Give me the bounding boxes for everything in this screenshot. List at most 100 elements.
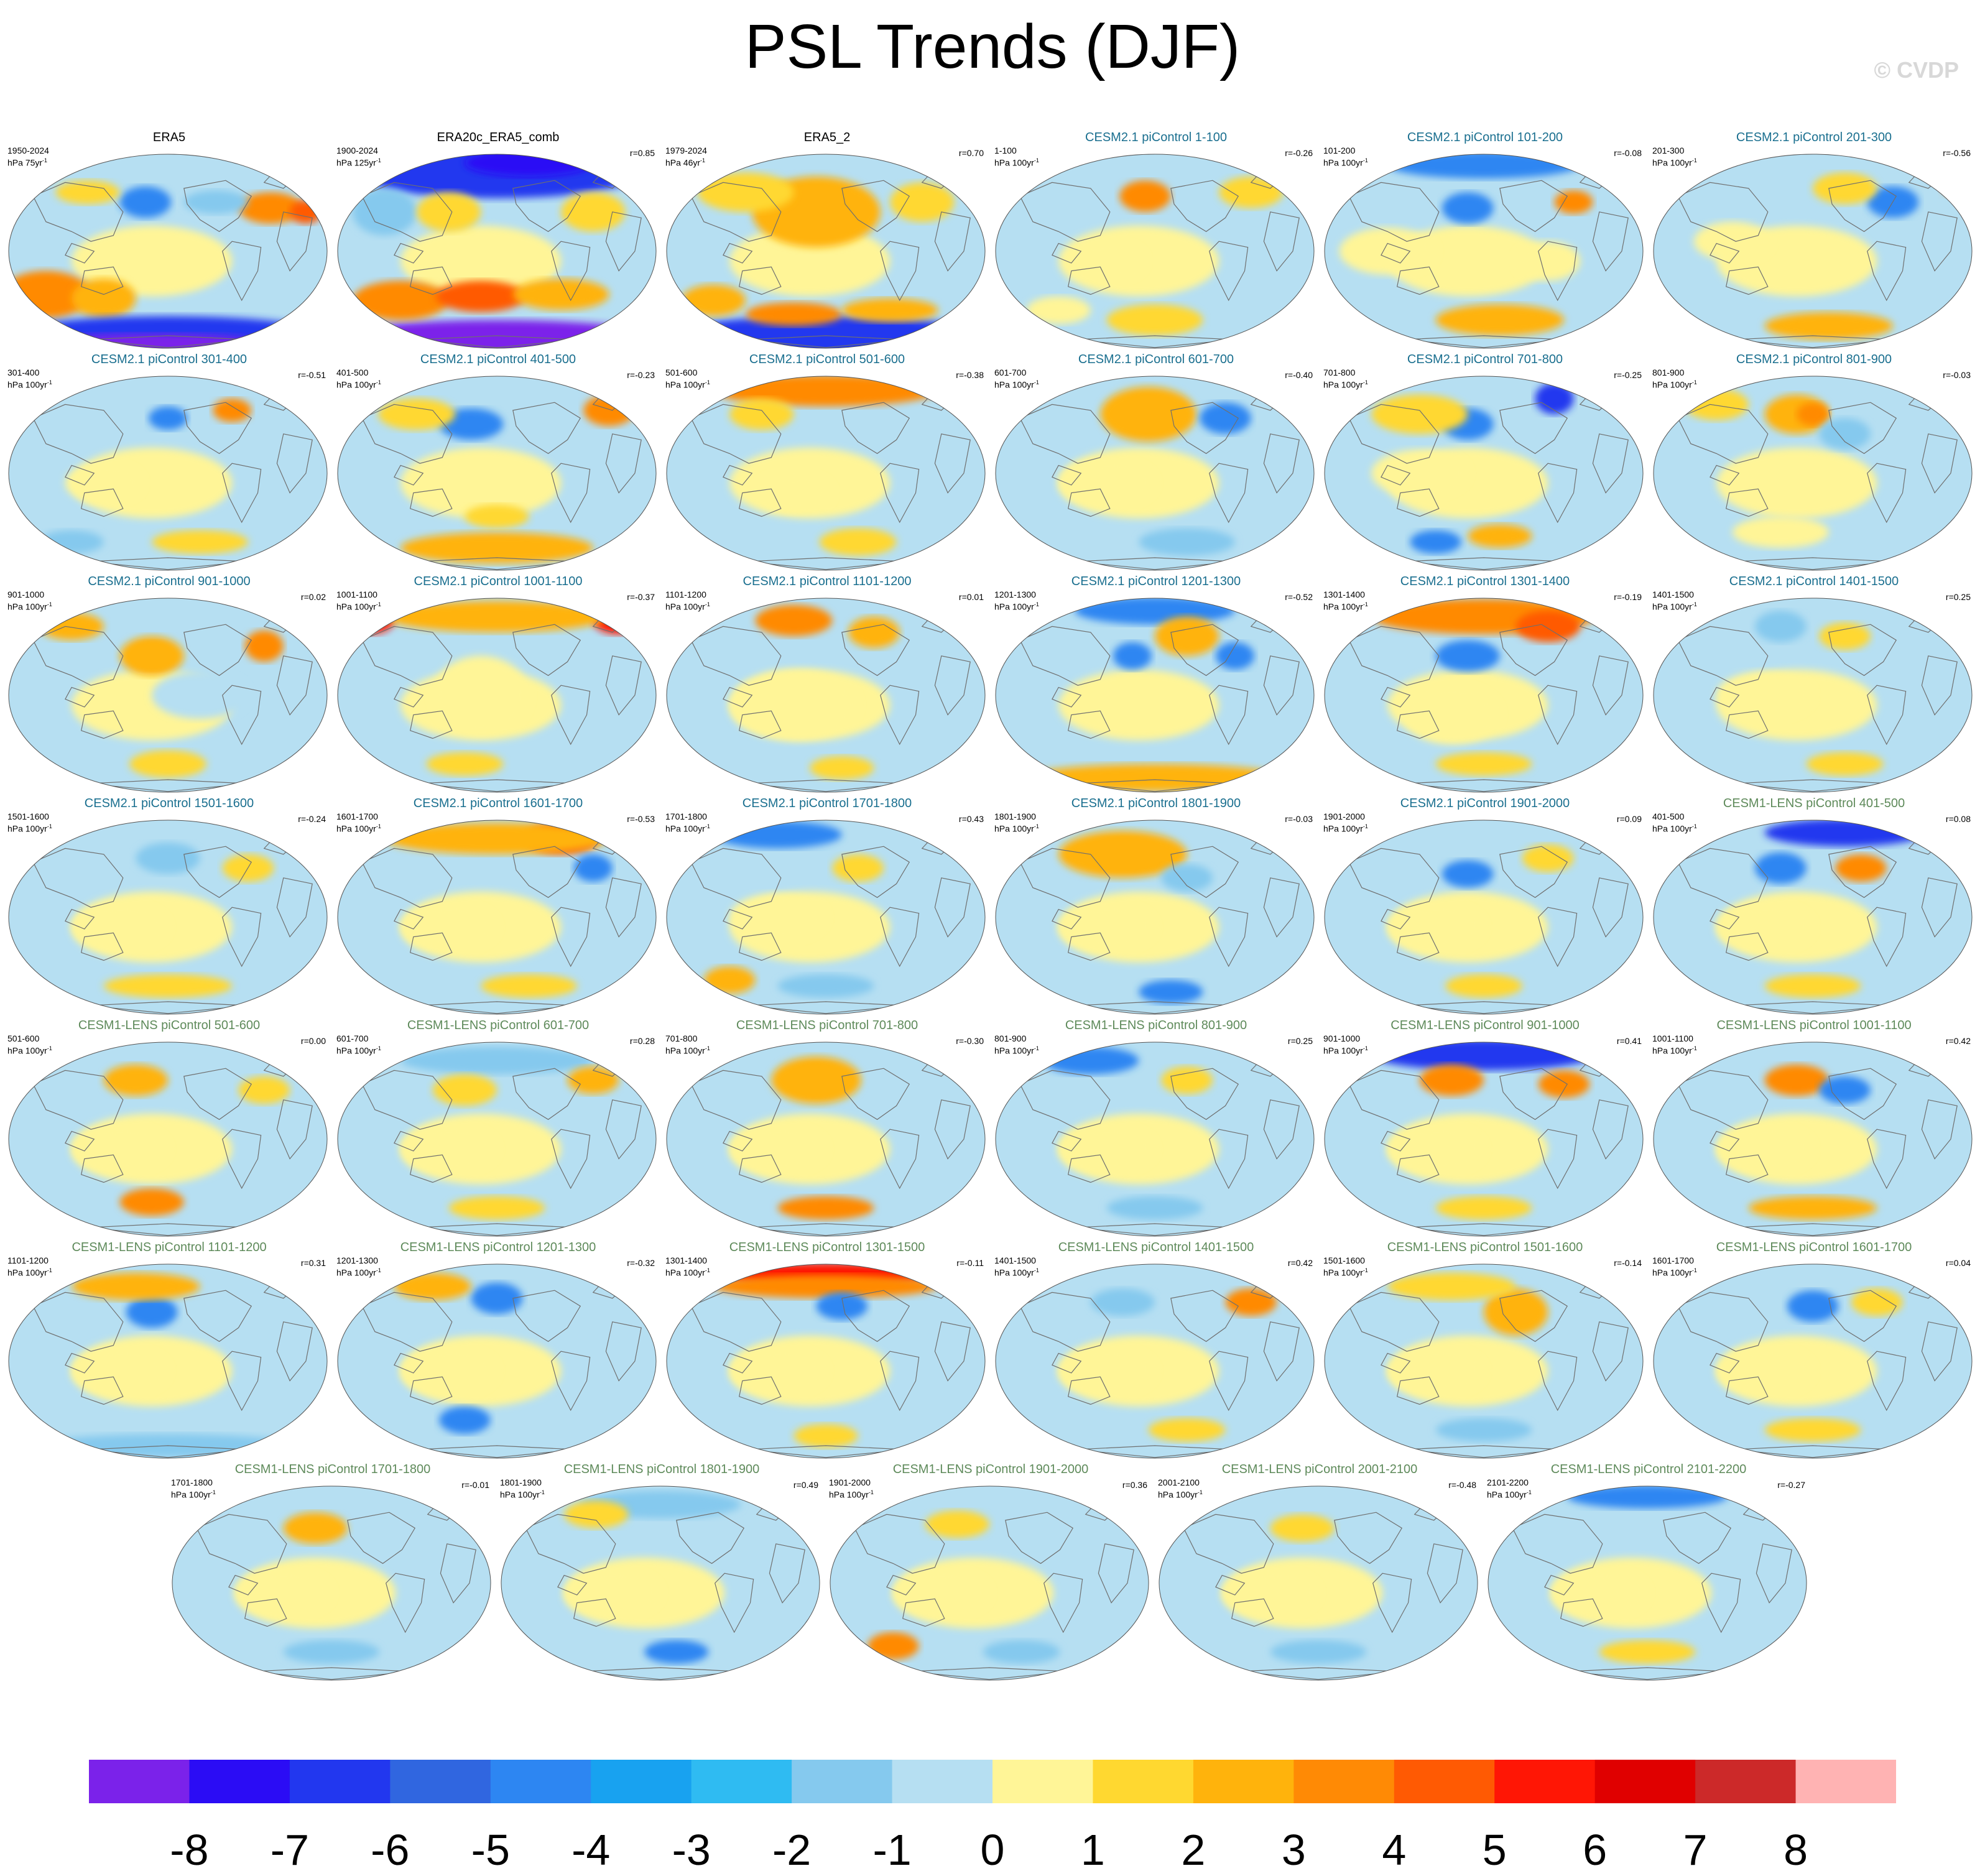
coastline: [1756, 1543, 1792, 1604]
coastline: [81, 932, 124, 961]
coastline: [854, 1513, 945, 1574]
panel-units: hPa 100yr-1: [994, 601, 1039, 612]
coastline: [183, 624, 252, 677]
panel-title: CESM1-LENS piControl 1801-1900: [563, 1462, 760, 1476]
colorbar-tick-label: -7: [270, 1826, 310, 1874]
panel-period-units: 401-500 hPa 100yr-1: [1652, 811, 1697, 834]
anomaly-region: [103, 1064, 168, 1096]
anomaly-region: [832, 854, 884, 882]
panel-units-text: hPa 100yr: [7, 379, 47, 390]
panel-period-units: 801-900 hPa 100yr-1: [994, 1033, 1039, 1056]
anomaly-region: [1819, 622, 1871, 650]
panel-units-text: hPa 100yr: [500, 1489, 540, 1500]
panel-units-text: hPa 100yr: [665, 379, 705, 390]
coastline: [440, 1543, 476, 1604]
coastline: [1052, 908, 1082, 930]
panel-units: hPa 100yr-1: [1652, 1045, 1697, 1056]
panel-units: hPa 75yr-1: [7, 157, 48, 168]
panel-period-units: 2101-2200 hPa 100yr-1: [1487, 1477, 1532, 1500]
coastline: [1052, 1352, 1082, 1374]
coastline: [32, 182, 124, 242]
coastline: [361, 404, 453, 464]
anomaly-region: [1941, 169, 1972, 196]
panel-title: CESM1-LENS piControl 1001-1100: [1716, 1019, 1912, 1032]
panel-title: CESM2.1 piControl 1401-1500: [1729, 575, 1899, 588]
panel-correlation: r=0.85: [629, 148, 655, 158]
anomaly-region: [1387, 1125, 1484, 1173]
trend-map: [337, 1264, 657, 1459]
coastline: [1592, 877, 1629, 938]
trend-map: [337, 376, 657, 571]
anomaly-region: [1113, 642, 1152, 670]
map-border: [1653, 1042, 1973, 1237]
anomaly-region: [1716, 447, 1877, 519]
panel-period-units: 701-800 hPa 100yr-1: [665, 1033, 710, 1056]
panel-title: CESM2.1 piControl 301-400: [91, 353, 248, 366]
anomaly-region: [1058, 1125, 1155, 1173]
anomaly-region: [119, 1188, 184, 1216]
anomaly-region: [1106, 1196, 1203, 1220]
panel-correlation: r=-0.32: [627, 1258, 655, 1268]
panel-years: 1301-1400: [665, 1255, 707, 1265]
anomaly-region: [183, 190, 248, 214]
anomaly-region: [1371, 394, 1468, 434]
panel-units: hPa 100yr-1: [7, 379, 52, 390]
panel-units-text: hPa 100yr: [7, 1267, 47, 1278]
map-panel: CESM2.1 piControl 1601-1700 1601-1700 hPa …: [336, 797, 660, 1015]
panel-title: CESM2.1 piControl 1501-1600: [84, 797, 254, 810]
coastline: [410, 932, 453, 961]
coastline: [739, 932, 782, 961]
panel-units-text: hPa 100yr: [994, 601, 1034, 612]
panel-years: 901-1000: [1323, 1033, 1361, 1043]
anomaly-region: [1797, 402, 1829, 427]
colorbar-swatch: [1695, 1760, 1797, 1803]
anomaly-region: [1139, 980, 1203, 1004]
anomaly-region: [1161, 864, 1213, 892]
panel-years: 1701-1800: [171, 1477, 213, 1487]
anomaly-region: [890, 182, 955, 222]
coastline: [1170, 402, 1239, 455]
coastline: [723, 1130, 753, 1152]
panel-units: hPa 100yr-1: [336, 601, 381, 612]
coastline: [1499, 846, 1568, 899]
panel-units-text: hPa 100yr: [1323, 1045, 1363, 1056]
anomaly-region: [39, 612, 104, 640]
panel-units: hPa 100yr-1: [994, 379, 1039, 390]
coastline: [222, 1129, 262, 1190]
panel-units-text: hPa 100yr: [1158, 1489, 1198, 1500]
anomaly-region: [1484, 1288, 1548, 1336]
panel-units: hPa 100yr-1: [1323, 1045, 1368, 1056]
trend-map: [995, 598, 1315, 793]
panel-units-text: hPa 100yr: [336, 1045, 376, 1056]
coastline: [1068, 488, 1111, 517]
coastline: [1677, 182, 1769, 242]
anomaly-region: [512, 279, 609, 310]
coastline: [1867, 463, 1907, 524]
coastline: [1538, 241, 1578, 302]
panel-years: 1901-2000: [829, 1477, 871, 1487]
anomaly-region: [65, 463, 142, 503]
trend-map: [666, 376, 986, 571]
anomaly-region: [384, 601, 609, 632]
coastline: [1209, 463, 1249, 524]
panel-units: hPa 100yr-1: [7, 1045, 52, 1056]
anomaly-region: [465, 504, 529, 529]
coastline: [1170, 1068, 1239, 1121]
panel-units: hPa 100yr-1: [665, 1045, 710, 1056]
map-border: [995, 154, 1315, 349]
map-panel: CESM2.1 piControl 801-900 801-900 hPa 100y…: [1652, 353, 1976, 571]
coastline: [1068, 1154, 1111, 1183]
map-border: [337, 1264, 657, 1459]
panel-correlation: r=0.41: [1616, 1036, 1642, 1046]
panel-units-text: hPa 100yr: [336, 379, 376, 390]
coastline: [65, 243, 95, 264]
map-panel: CESM2.1 piControl 401-500 401-500 hPa 100y…: [336, 353, 660, 571]
coastline: [1381, 1130, 1411, 1152]
panel-units: hPa 100yr-1: [1323, 1267, 1368, 1278]
anomaly-region: [681, 284, 746, 317]
panel-correlation: r=-0.27: [1777, 1480, 1805, 1490]
coastline: [1867, 1351, 1907, 1412]
panel-years: 1501-1600: [7, 811, 49, 821]
anomaly-region: [1419, 1064, 1484, 1096]
trend-map: [1324, 598, 1644, 793]
